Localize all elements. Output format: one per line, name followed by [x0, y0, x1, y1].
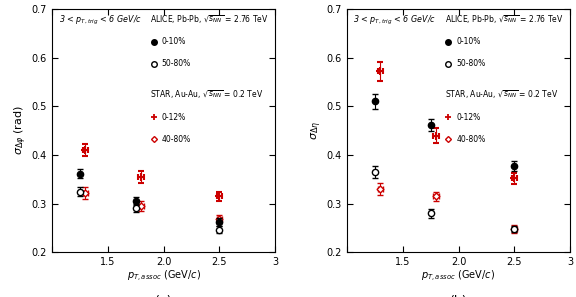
Text: 0-12%: 0-12% — [161, 113, 185, 122]
Text: STAR, Au-Au, $\sqrt{s_{NN}}$ = 0.2 TeV: STAR, Au-Au, $\sqrt{s_{NN}}$ = 0.2 TeV — [150, 88, 264, 100]
Text: ALICE, Pb-Pb, $\sqrt{s_{NN}}$ = 2.76 TeV: ALICE, Pb-Pb, $\sqrt{s_{NN}}$ = 2.76 TeV — [445, 14, 564, 26]
Text: 3 < $p_{T,trig}$ < 6 GeV/$c$: 3 < $p_{T,trig}$ < 6 GeV/$c$ — [354, 14, 437, 27]
Text: 50-80%: 50-80% — [456, 59, 486, 68]
Text: 40-80%: 40-80% — [161, 135, 191, 144]
Y-axis label: $\sigma_{\Delta\eta}$: $\sigma_{\Delta\eta}$ — [309, 121, 324, 140]
Text: ALICE, Pb-Pb, $\sqrt{s_{NN}}$ = 2.76 TeV: ALICE, Pb-Pb, $\sqrt{s_{NN}}$ = 2.76 TeV — [150, 14, 269, 26]
Text: 3 < $p_{T,trig}$ < 6 GeV/$c$: 3 < $p_{T,trig}$ < 6 GeV/$c$ — [59, 14, 142, 27]
X-axis label: $p_{T,assoc}$ (GeV/$c$): $p_{T,assoc}$ (GeV/$c$) — [127, 269, 200, 284]
Text: 50-80%: 50-80% — [161, 59, 191, 68]
Text: 40-80%: 40-80% — [456, 135, 486, 144]
Text: (b): (b) — [450, 295, 467, 297]
Text: 0-10%: 0-10% — [456, 37, 480, 46]
Text: STAR, Au-Au, $\sqrt{s_{NN}}$ = 0.2 TeV: STAR, Au-Au, $\sqrt{s_{NN}}$ = 0.2 TeV — [445, 88, 559, 100]
X-axis label: $p_{T,assoc}$ (GeV/$c$): $p_{T,assoc}$ (GeV/$c$) — [422, 269, 495, 284]
Text: 0-12%: 0-12% — [456, 113, 480, 122]
Y-axis label: $\sigma_{\Delta\varphi}$ (rad): $\sigma_{\Delta\varphi}$ (rad) — [13, 106, 29, 155]
Text: (a): (a) — [155, 295, 172, 297]
Text: 0-10%: 0-10% — [161, 37, 185, 46]
